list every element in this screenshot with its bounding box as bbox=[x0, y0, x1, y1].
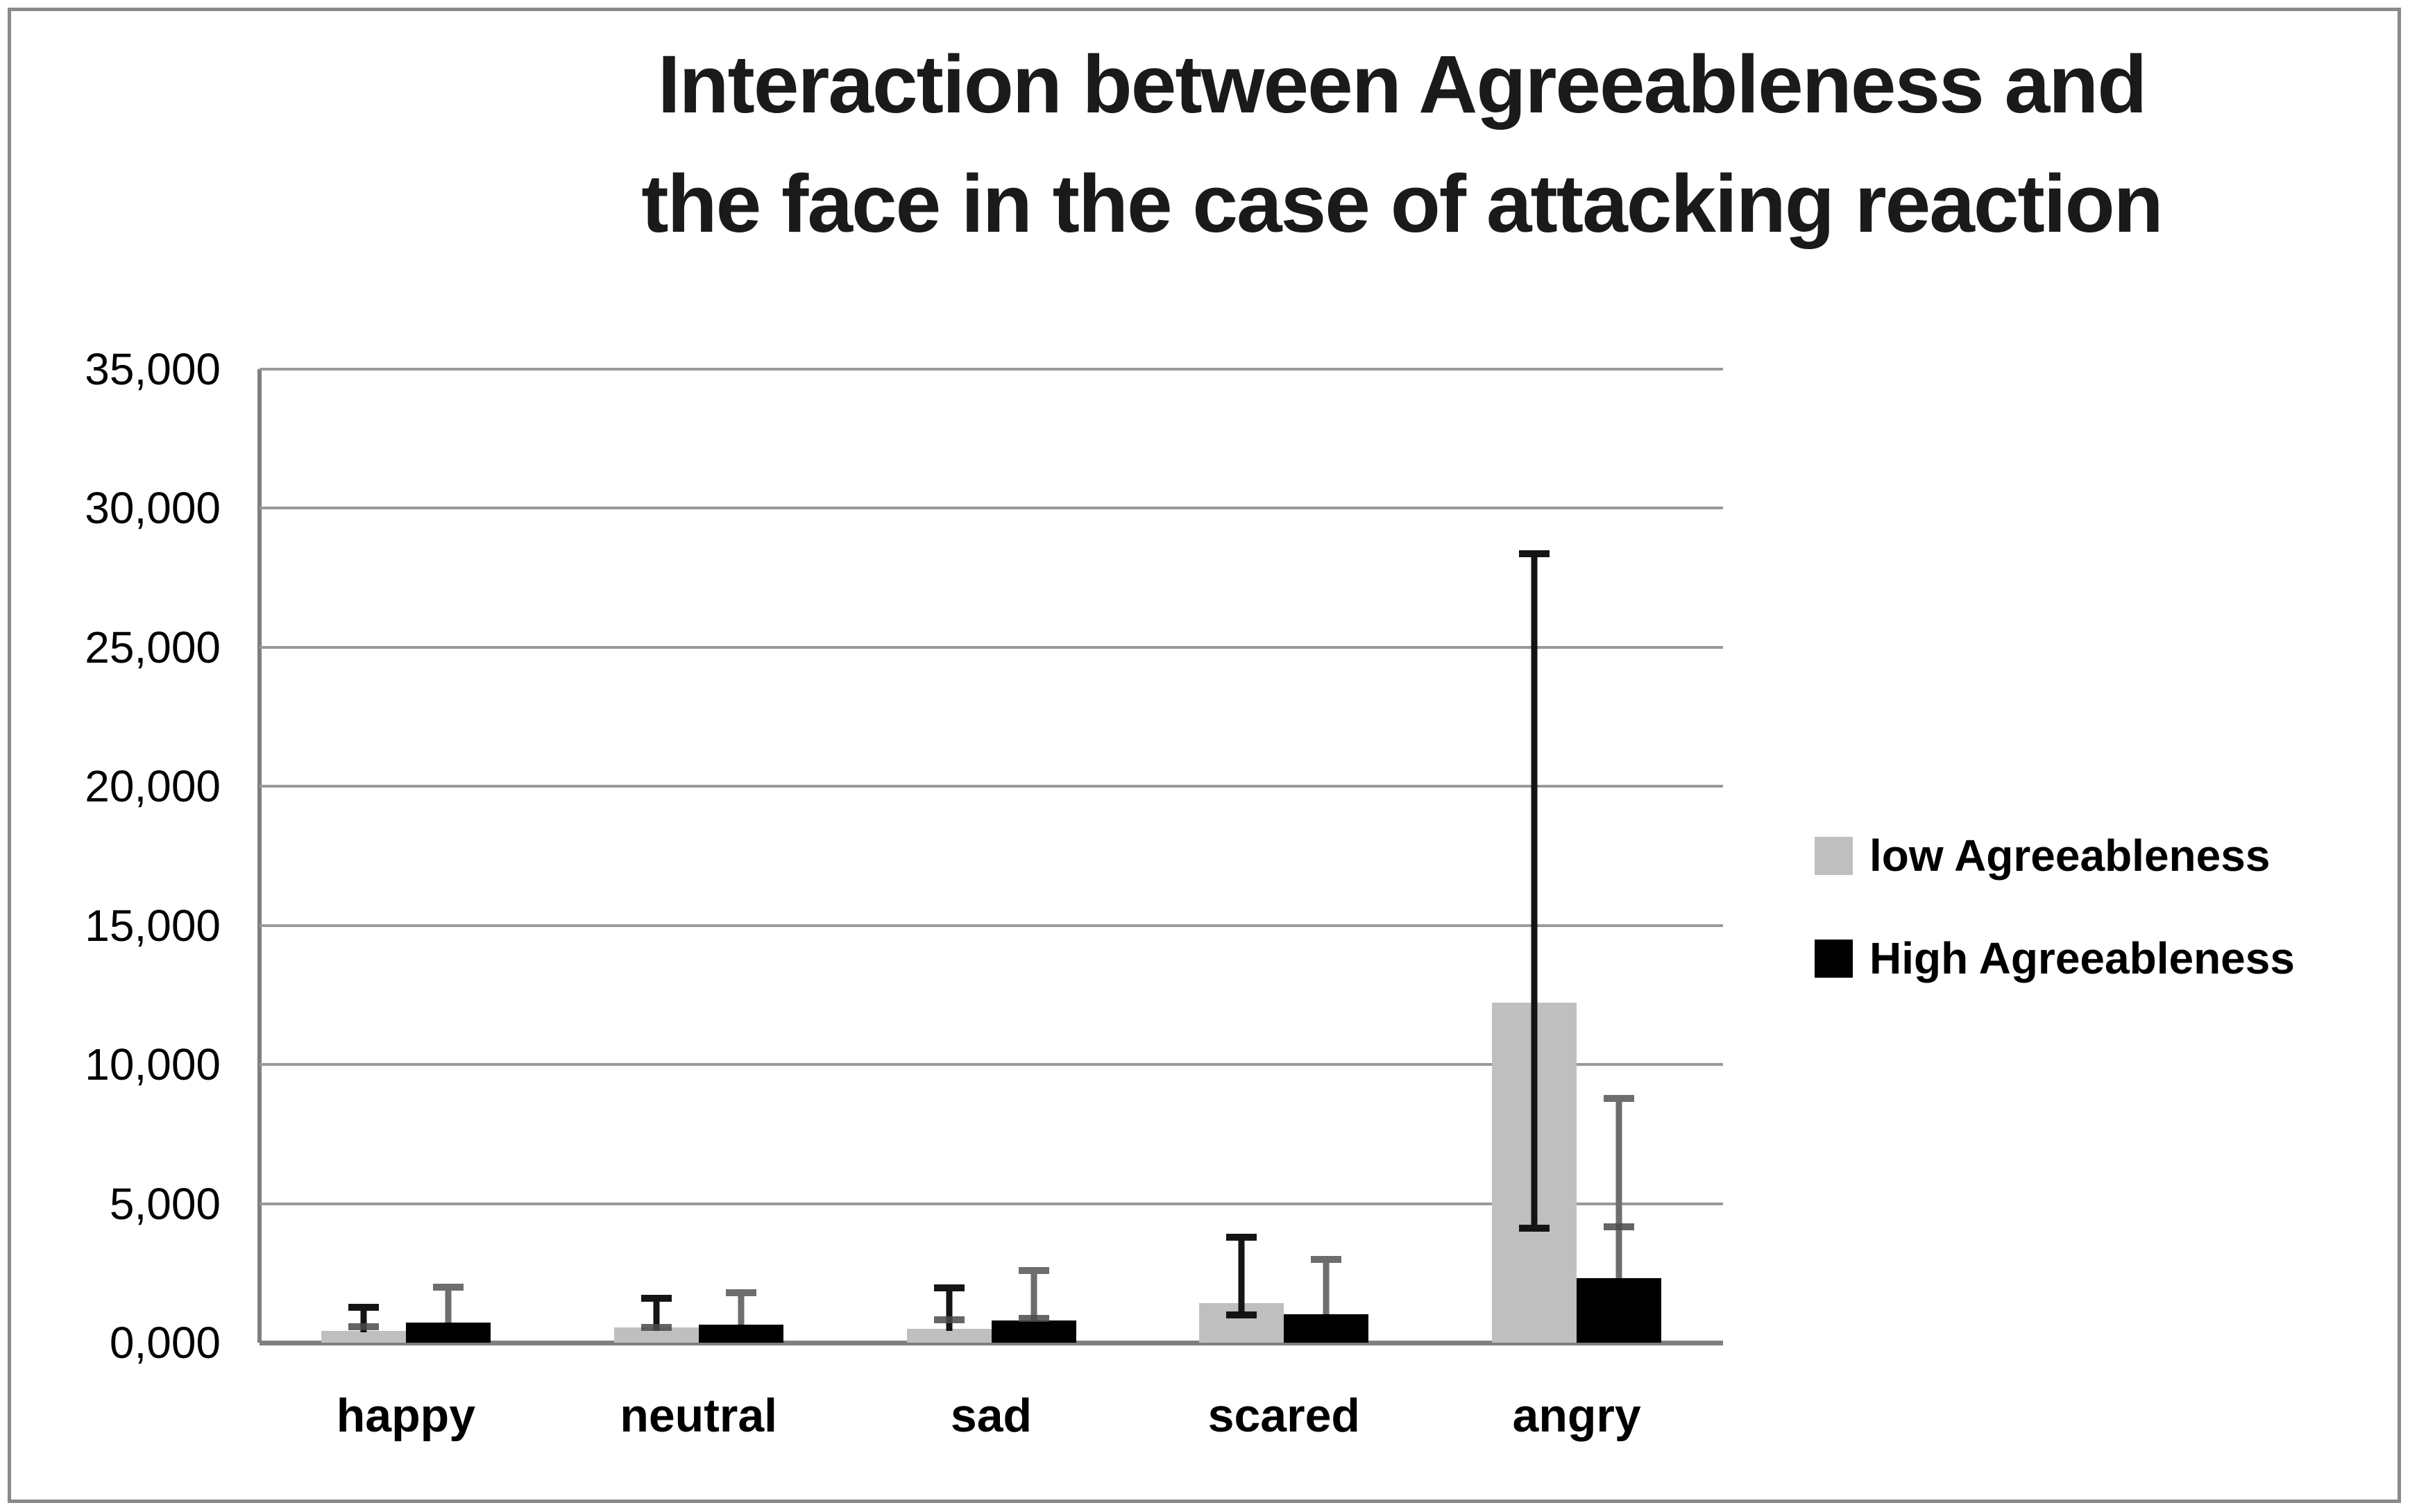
legend-swatch-low bbox=[1815, 836, 1853, 875]
bar-happy-high-agreeableness bbox=[405, 1322, 491, 1343]
y-axis-tick-label: 20,000 bbox=[85, 761, 221, 812]
error-bar-line bbox=[653, 1298, 660, 1332]
error-bar-line bbox=[1238, 1237, 1245, 1315]
y-axis-tick-label: 25,000 bbox=[85, 622, 221, 672]
error-bar-line bbox=[1030, 1271, 1037, 1321]
error-bar-cap bbox=[1311, 1255, 1342, 1263]
error-bar-cap bbox=[1018, 1267, 1049, 1275]
y-axis-tick-label: 30,000 bbox=[85, 483, 221, 534]
error-bar-cap bbox=[640, 1324, 672, 1332]
error-bar-cap bbox=[725, 1289, 756, 1296]
chart-title-line2: the face in the case of attacking reacti… bbox=[641, 158, 2163, 250]
category-label-happy: happy bbox=[336, 1389, 476, 1442]
plot-area: happy neutral sad scared angry bbox=[257, 368, 1723, 1442]
error-bar-cap bbox=[348, 1304, 379, 1311]
bar-neutral-low-agreeableness bbox=[613, 1327, 699, 1343]
error-bar-cap bbox=[1018, 1314, 1049, 1322]
y-axis-tick-label: 10,000 bbox=[85, 1039, 221, 1090]
error-bar-cap bbox=[432, 1284, 464, 1291]
error-bar-line bbox=[1531, 553, 1538, 1229]
bar-sad-high-agreeableness bbox=[991, 1320, 1076, 1343]
category-label-neutral: neutral bbox=[620, 1389, 778, 1442]
y-axis-tick-label: 0,000 bbox=[109, 1318, 221, 1368]
y-axis-labels: 35,000 30,000 25,000 20,000 15,000 10,000 5,00… bbox=[0, 344, 221, 1368]
chart-title: Interaction between Agreeableness and th… bbox=[430, 25, 2373, 264]
bar-sad-low-agreeableness bbox=[906, 1328, 992, 1343]
y-gridline bbox=[260, 785, 1723, 788]
category-label-sad: sad bbox=[950, 1389, 1033, 1442]
error-bar-line bbox=[1323, 1259, 1330, 1314]
error-bar-cap bbox=[1604, 1094, 1635, 1102]
bar-angry-high-agreeableness bbox=[1577, 1277, 1662, 1343]
error-bar-line bbox=[360, 1307, 367, 1333]
error-bar-cap bbox=[1519, 1225, 1550, 1232]
x-axis-line bbox=[260, 1341, 1723, 1345]
error-bar-line bbox=[946, 1288, 952, 1331]
legend-swatch-high bbox=[1815, 939, 1853, 978]
category-label-angry: angry bbox=[1512, 1389, 1641, 1442]
bar-happy-low-agreeableness bbox=[321, 1330, 406, 1343]
bar-neutral-high-agreeableness bbox=[698, 1325, 783, 1343]
y-gridline bbox=[260, 1202, 1723, 1205]
error-bar-cap bbox=[1604, 1223, 1635, 1231]
y-axis-tick-label: 5,000 bbox=[109, 1178, 221, 1229]
error-bar-cap bbox=[1226, 1234, 1257, 1241]
chart-title-line1: Interaction between Agreeableness and bbox=[657, 39, 2148, 130]
legend-label-high: High Agreeableness bbox=[1869, 933, 2295, 983]
legend-item-high-agreeableness: High Agreeableness bbox=[1815, 933, 2295, 984]
error-bar-cap bbox=[1519, 550, 1550, 557]
legend-item-low-agreeableness: low Agreeableness bbox=[1815, 830, 2270, 881]
y-axis-tick-label: 35,000 bbox=[85, 344, 221, 394]
y-axis-line bbox=[257, 369, 262, 1343]
bar-scared-high-agreeableness bbox=[1284, 1314, 1369, 1343]
y-axis-tick-label: 15,000 bbox=[85, 900, 221, 951]
category-label-scared: scared bbox=[1207, 1389, 1360, 1442]
y-gridline bbox=[260, 507, 1723, 510]
y-gridline bbox=[260, 645, 1723, 649]
error-bar-line bbox=[1615, 1098, 1622, 1278]
y-gridline bbox=[260, 924, 1723, 927]
error-bar-cap bbox=[1226, 1311, 1257, 1318]
error-bar-cap bbox=[933, 1284, 965, 1292]
error-bar-cap bbox=[933, 1316, 965, 1324]
y-gridline bbox=[260, 368, 1723, 371]
error-bar-line bbox=[738, 1292, 745, 1325]
error-bar-line bbox=[445, 1287, 452, 1323]
error-bar-cap bbox=[640, 1295, 672, 1302]
y-gridline bbox=[260, 1063, 1723, 1067]
error-bar-cap bbox=[348, 1323, 379, 1330]
legend-label-low: low Agreeableness bbox=[1869, 831, 2271, 881]
